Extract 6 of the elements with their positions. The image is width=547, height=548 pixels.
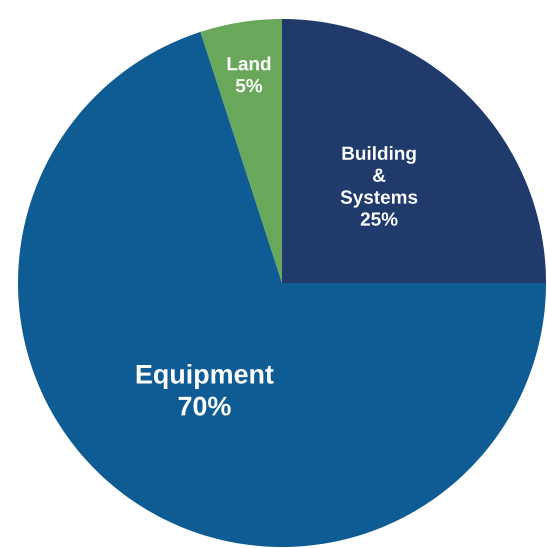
data-label: 25% (360, 212, 398, 226)
data-label: 70% (178, 396, 231, 416)
slice-label: Land (228, 56, 270, 70)
slice-label: Building & Systems (340, 146, 418, 208)
slice-label: Equipment (136, 364, 274, 390)
data-label: 5% (236, 78, 262, 92)
